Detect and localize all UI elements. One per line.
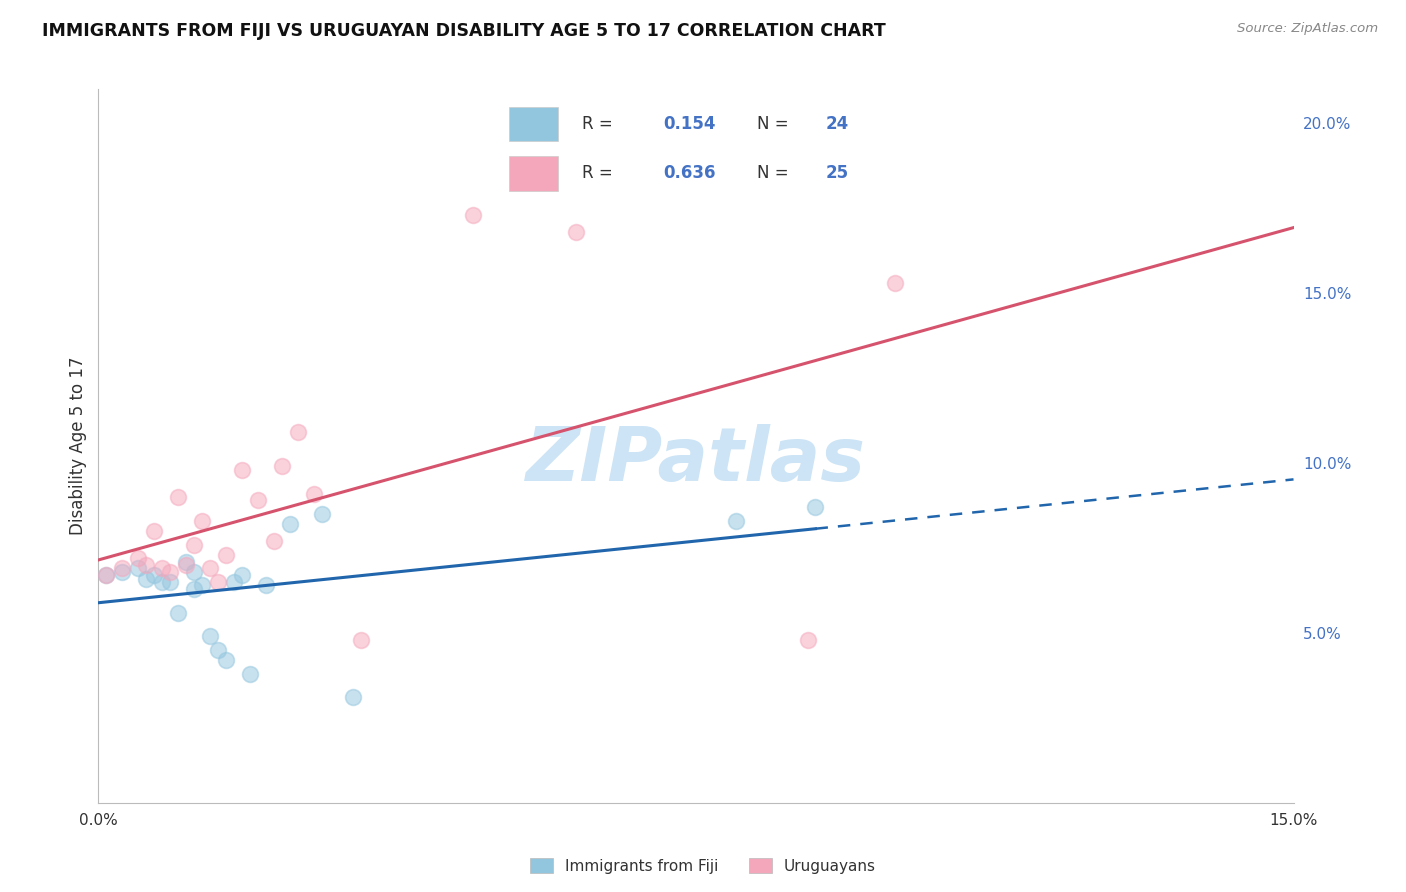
Point (461, 208, 484, 222)
Point (342, 690, 364, 705)
Point (804, 500, 827, 515)
Point (150, 574, 173, 589)
Text: IMMIGRANTS FROM FIJI VS URUGUAYAN DISABILITY AGE 5 TO 17 CORRELATION CHART: IMMIGRANTS FROM FIJI VS URUGUAYAN DISABI… (42, 22, 886, 40)
Point (167, 606, 190, 620)
Legend: Immigrants from Fiji, Uruguayans: Immigrants from Fiji, Uruguayans (524, 852, 882, 880)
Point (239, 666, 262, 681)
Point (135, 558, 157, 572)
Point (287, 425, 309, 440)
Y-axis label: Disability Age 5 to 17: Disability Age 5 to 17 (69, 357, 87, 535)
Text: Source: ZipAtlas.com: Source: ZipAtlas.com (1237, 22, 1378, 36)
Point (198, 629, 221, 643)
Point (311, 507, 333, 521)
Point (724, 514, 747, 528)
Point (231, 568, 253, 582)
Point (111, 561, 134, 575)
Point (246, 493, 269, 508)
Point (96, 568, 118, 582)
Point (215, 548, 238, 562)
Point (183, 537, 205, 551)
Point (159, 574, 181, 589)
Point (191, 514, 214, 528)
Point (127, 561, 149, 575)
Point (565, 225, 588, 239)
Point (222, 574, 245, 589)
Point (884, 276, 907, 290)
Point (183, 582, 205, 596)
Point (215, 653, 238, 667)
Point (796, 632, 818, 647)
Point (183, 565, 205, 579)
Point (96, 568, 118, 582)
Point (143, 524, 166, 538)
Point (159, 565, 181, 579)
Point (302, 486, 325, 500)
Point (263, 534, 285, 549)
Point (150, 561, 173, 575)
Point (174, 558, 197, 572)
Point (254, 578, 277, 592)
Point (143, 568, 166, 582)
Point (191, 578, 214, 592)
Point (167, 490, 190, 504)
Point (207, 574, 229, 589)
Point (135, 572, 157, 586)
Point (278, 517, 301, 532)
Point (198, 561, 221, 575)
Point (231, 463, 253, 477)
Point (270, 459, 292, 474)
Point (127, 551, 149, 566)
Point (174, 555, 197, 569)
Point (350, 632, 373, 647)
Point (111, 565, 134, 579)
Point (207, 643, 229, 657)
Text: ZIPatlas: ZIPatlas (526, 424, 866, 497)
